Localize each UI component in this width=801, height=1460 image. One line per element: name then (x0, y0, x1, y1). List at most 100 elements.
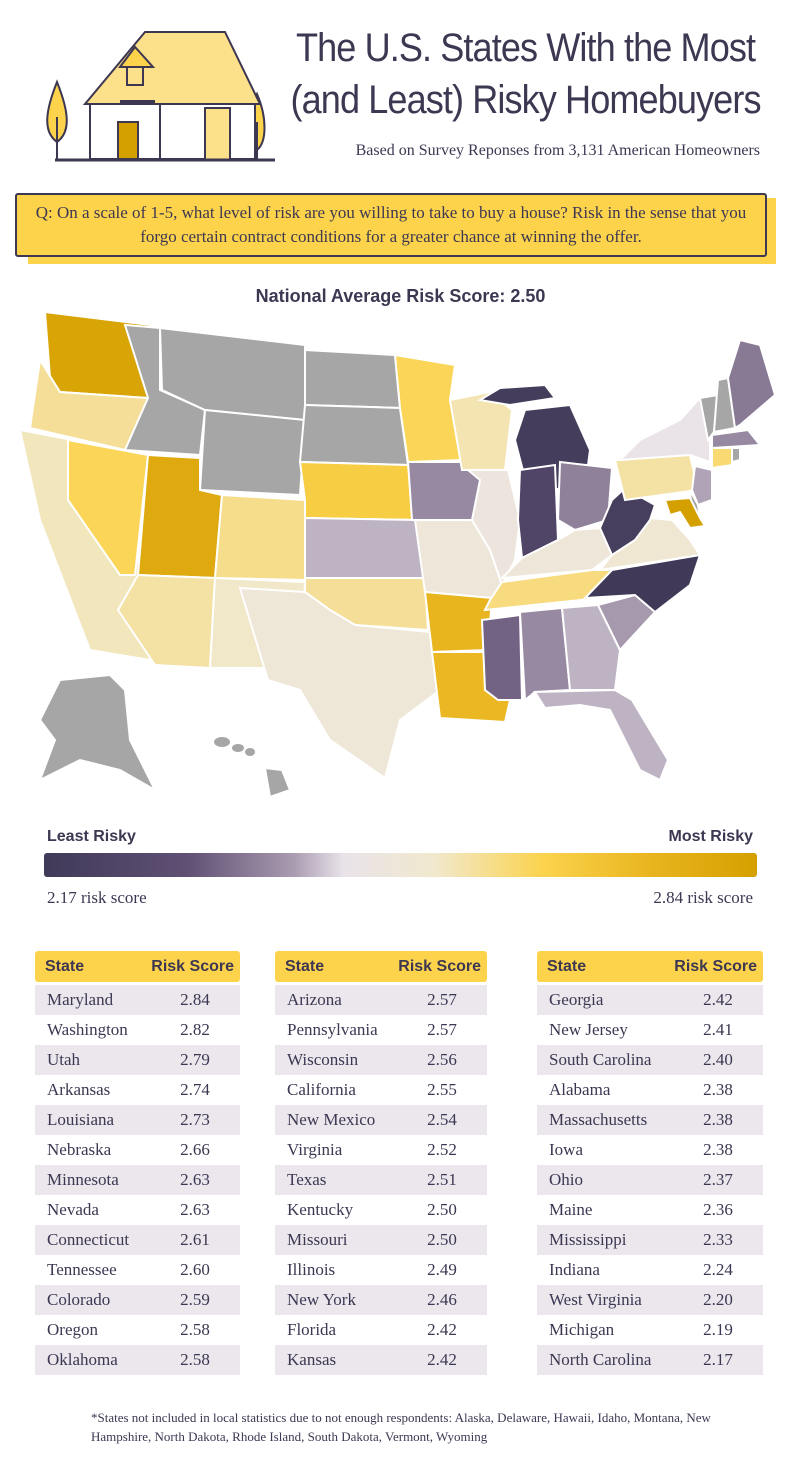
risk-score: 2.61 (180, 1230, 210, 1249)
table-row: Alabama 2.38 (537, 1075, 763, 1105)
state-name: Washington (47, 1020, 128, 1039)
table-row: Michigan 2.19 (537, 1315, 763, 1345)
table-row: Texas 2.51 (275, 1165, 487, 1195)
risk-score: 2.57 (427, 990, 457, 1009)
risk-score: 2.40 (703, 1050, 733, 1069)
page-title: The U.S. States With the Most (and Least)… (290, 26, 761, 122)
state-georgia (560, 603, 622, 691)
table-row: Colorado 2.59 (35, 1285, 240, 1315)
table-header: State Risk Score (537, 951, 763, 982)
table-row: Ohio 2.37 (537, 1165, 763, 1195)
state-nebraska (298, 460, 417, 522)
risk-score: 2.50 (427, 1230, 457, 1249)
state-kansas (304, 516, 427, 579)
state-wyoming (198, 408, 307, 497)
state-name: Arkansas (47, 1080, 111, 1099)
risk-score: 2.63 (180, 1200, 210, 1219)
state-name: New Jersey (549, 1020, 628, 1039)
state-name: South Carolina (549, 1050, 652, 1069)
state-name: Wisconsin (287, 1050, 359, 1069)
risk-score: 2.58 (180, 1320, 210, 1339)
table-row: South Carolina 2.40 (537, 1045, 763, 1075)
table-row: Florida 2.42 (275, 1315, 487, 1345)
state-ohio (556, 460, 614, 532)
state-name: Nebraska (47, 1140, 112, 1159)
footnote: *States not included in local statistics… (91, 1410, 711, 1444)
table-row: Arkansas 2.74 (35, 1075, 240, 1105)
state-name: Oklahoma (47, 1350, 118, 1369)
risk-score: 2.58 (180, 1350, 210, 1369)
state-mississippi (480, 613, 524, 701)
table-row: Georgia 2.42 (537, 985, 763, 1015)
table-row: Pennsylvania 2.57 (275, 1015, 487, 1045)
state-pennsylvania (613, 453, 700, 502)
risk-score: 2.63 (180, 1170, 210, 1189)
state-name: Georgia (549, 990, 604, 1009)
table-row: New York 2.46 (275, 1285, 487, 1315)
table-row: Washington 2.82 (35, 1015, 240, 1045)
legend-gradient-bar (44, 853, 757, 877)
state-name: Mississippi (549, 1230, 627, 1249)
table-row: Massachusetts 2.38 (537, 1105, 763, 1135)
risk-score: 2.20 (703, 1290, 733, 1309)
state-north-carolina (582, 553, 702, 614)
risk-score: 2.66 (180, 1140, 210, 1159)
state-name: Maryland (47, 990, 114, 1009)
table-row: Oklahoma 2.58 (35, 1345, 240, 1375)
state-name: Maine (549, 1200, 593, 1219)
header-state: State (285, 957, 325, 975)
page-title-wrap: The U.S. States With the Most (and Least)… (290, 22, 761, 126)
state-wisconsin (448, 390, 514, 471)
table-row: North Carolina 2.17 (537, 1345, 763, 1375)
table-row: California 2.55 (275, 1075, 487, 1105)
score-table: State Risk Score Georgia 2.42 New Jersey 2.41… (537, 951, 763, 1375)
table-row: West Virginia 2.20 (537, 1285, 763, 1315)
table-row: Tennessee 2.60 (35, 1255, 240, 1285)
state-name: Colorado (47, 1290, 111, 1309)
table-row: Maryland 2.84 (35, 985, 240, 1015)
state-new-york (617, 395, 711, 464)
state-maine (726, 338, 777, 430)
risk-score: 2.57 (427, 1020, 457, 1039)
risk-score: 2.55 (427, 1080, 457, 1099)
us-map (18, 310, 777, 799)
state-name: Illinois (287, 1260, 336, 1279)
table-row: Kansas 2.42 (275, 1345, 487, 1375)
state-name: Alabama (549, 1080, 611, 1099)
risk-score: 2.74 (180, 1080, 210, 1099)
state-alaska (38, 673, 158, 793)
state-kentucky (499, 526, 614, 580)
table-header: State Risk Score (275, 951, 487, 982)
table-row: Connecticut 2.61 (35, 1225, 240, 1255)
state-south-dakota (298, 403, 410, 467)
risk-score: 2.59 (180, 1290, 210, 1309)
table-row: Louisiana 2.73 (35, 1105, 240, 1135)
table-row: Maine 2.36 (537, 1195, 763, 1225)
table-row: Nevada 2.63 (35, 1195, 240, 1225)
table-row: Mississippi 2.33 (537, 1225, 763, 1255)
state-arizona (116, 573, 217, 670)
state-name: Massachusetts (549, 1110, 648, 1129)
state-name: Michigan (549, 1320, 615, 1339)
risk-score: 2.36 (703, 1200, 733, 1219)
risk-score: 2.50 (427, 1200, 457, 1219)
risk-score: 2.82 (180, 1020, 210, 1039)
table-row: Wisconsin 2.56 (275, 1045, 487, 1075)
header-score: Risk Score (151, 957, 234, 975)
state-rhode-island (731, 447, 741, 464)
state-connecticut (711, 447, 733, 470)
risk-score: 2.60 (180, 1260, 210, 1279)
risk-score: 2.52 (427, 1140, 457, 1159)
risk-score: 2.54 (427, 1110, 457, 1129)
table-header: State Risk Score (35, 951, 240, 982)
state-name: Tennessee (47, 1260, 117, 1279)
risk-score: 2.56 (427, 1050, 457, 1069)
table-row: Oregon 2.58 (35, 1315, 240, 1345)
state-name: West Virginia (549, 1290, 642, 1309)
state-name: New Mexico (287, 1110, 376, 1129)
risk-score: 2.42 (427, 1350, 457, 1369)
state-name: Utah (47, 1050, 81, 1069)
risk-score: 2.46 (427, 1290, 457, 1309)
state-name: Louisiana (47, 1110, 115, 1129)
state-name: Virginia (287, 1140, 343, 1159)
